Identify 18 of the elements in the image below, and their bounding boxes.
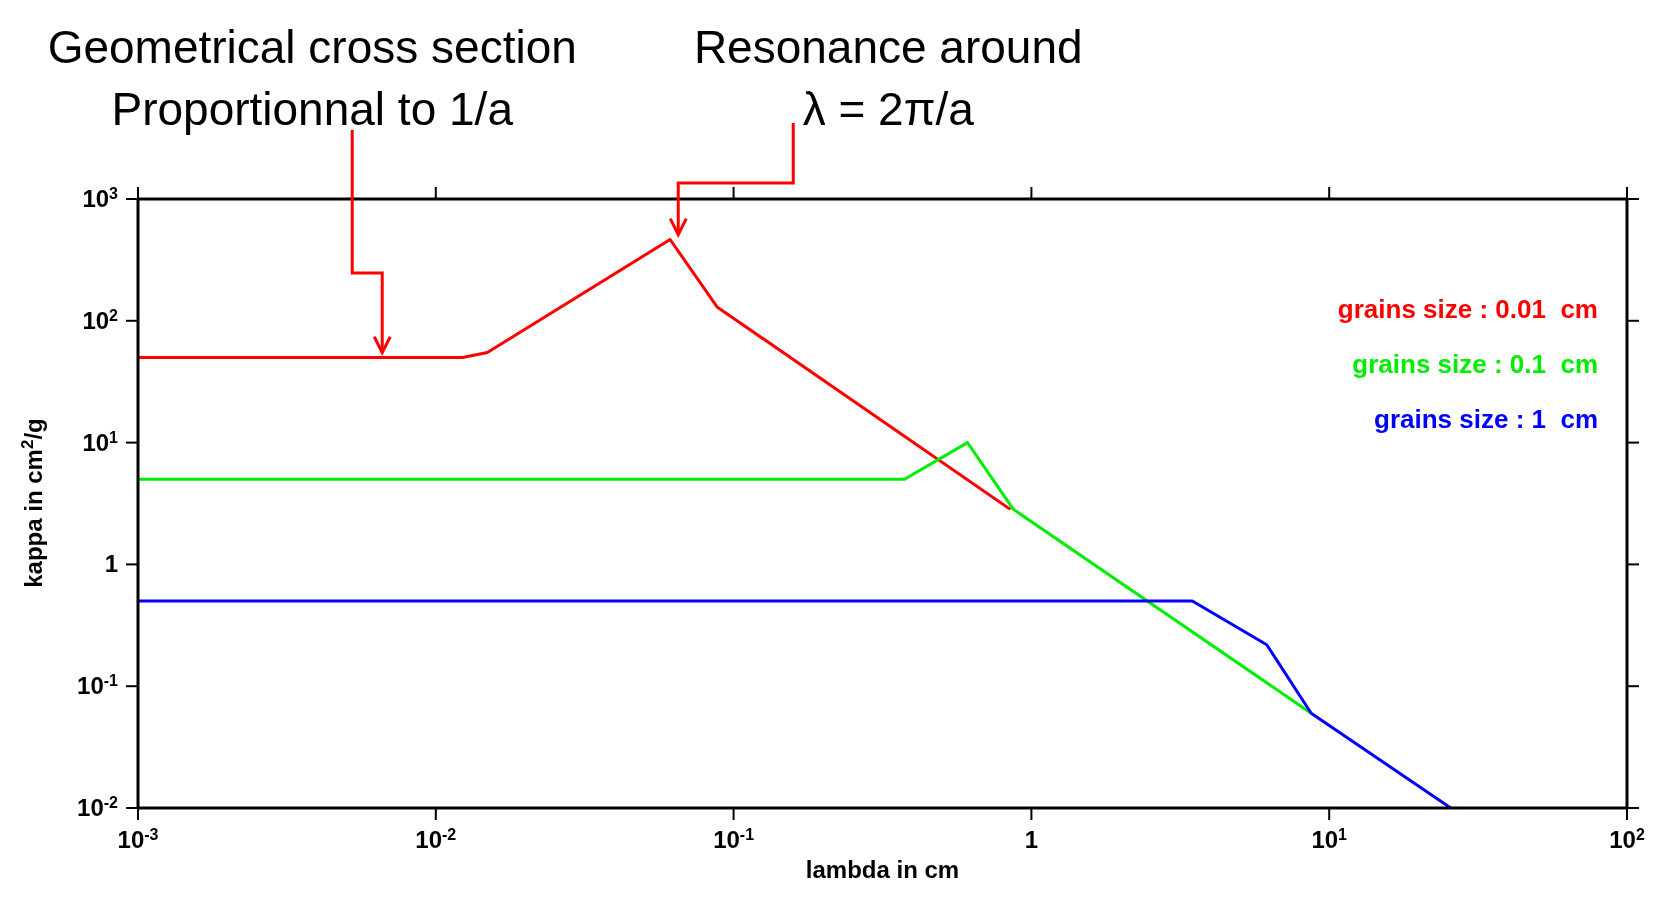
y-tick-label: 10$^{2}$ (82, 306, 119, 334)
x-tick-label: 1 (1024, 826, 1039, 853)
x-tick-label: 10$^{2}$ (1609, 825, 1645, 853)
text: grains size : 0.01 cm (1337, 294, 1598, 324)
x-tick-label: 10$^{-2}$ (415, 825, 457, 853)
annotation: Resonance around λ = 2π/a (693, 21, 1083, 135)
x-tick-label: 10$^{-3}$ (117, 825, 159, 853)
annotation: Geometrical cross section Proportionnal to 1/a (47, 21, 577, 135)
text: grains size : 1 cm (1374, 404, 1598, 434)
y-tick-label: 1 (104, 550, 118, 578)
y-tick-label: 10$^{-2}$ (77, 793, 119, 821)
y-tick-label: 10$^{3}$ (82, 184, 119, 212)
text: grains size : 0.1 cm (1352, 349, 1598, 379)
x-axis-title: lambda in cm (805, 856, 960, 883)
y-tick-label: 10$^{-1}$ (77, 671, 119, 700)
x-tick-label: 10$^{1}$ (1311, 825, 1348, 853)
x-tick-label: 10$^{-1}$ (713, 825, 755, 853)
y-tick-label: 10$^{1}$ (82, 428, 119, 456)
